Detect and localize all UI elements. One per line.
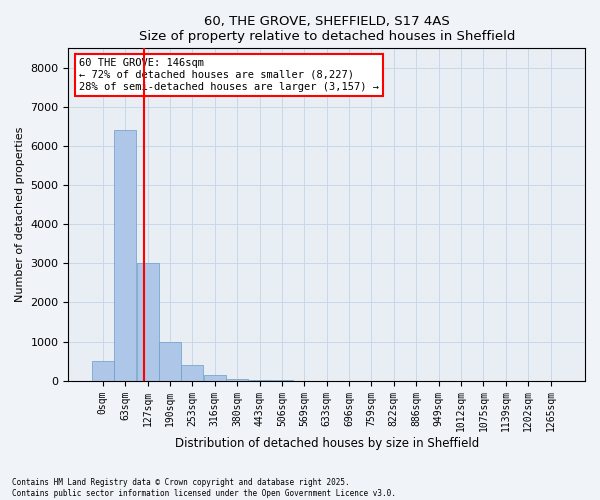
Y-axis label: Number of detached properties: Number of detached properties bbox=[15, 127, 25, 302]
Bar bbox=[204, 374, 226, 380]
Bar bbox=[92, 361, 114, 380]
Bar bbox=[159, 342, 181, 380]
Bar bbox=[137, 264, 158, 380]
Bar bbox=[181, 365, 203, 380]
Text: Contains HM Land Registry data © Crown copyright and database right 2025.
Contai: Contains HM Land Registry data © Crown c… bbox=[12, 478, 396, 498]
Bar bbox=[226, 378, 248, 380]
Text: 60 THE GROVE: 146sqm
← 72% of detached houses are smaller (8,227)
28% of semi-de: 60 THE GROVE: 146sqm ← 72% of detached h… bbox=[79, 58, 379, 92]
X-axis label: Distribution of detached houses by size in Sheffield: Distribution of detached houses by size … bbox=[175, 437, 479, 450]
Bar bbox=[114, 130, 136, 380]
Title: 60, THE GROVE, SHEFFIELD, S17 4AS
Size of property relative to detached houses i: 60, THE GROVE, SHEFFIELD, S17 4AS Size o… bbox=[139, 15, 515, 43]
